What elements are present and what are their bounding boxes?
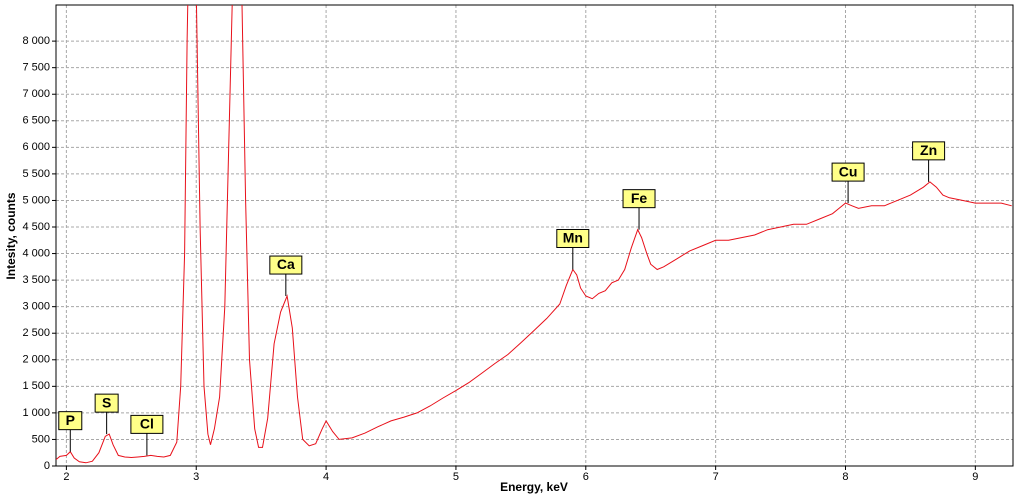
y-tick-label: 4 500 <box>22 221 50 233</box>
annotation-box <box>58 411 83 431</box>
y-tick-label: 3 000 <box>22 301 50 313</box>
x-tick-label: 8 <box>842 471 848 483</box>
annotation-label: P <box>66 412 75 428</box>
y-tick-label: 5 000 <box>22 194 50 206</box>
annotation-box <box>622 189 656 209</box>
y-tick-label: 1 000 <box>22 407 50 419</box>
plot-area <box>56 5 1012 464</box>
x-tick-label: 2 <box>63 471 69 483</box>
y-tick-label: 8 000 <box>22 35 50 47</box>
x-tick-label: 3 <box>193 471 199 483</box>
annotation-label: Fe <box>631 190 648 206</box>
y-tick-label: 6 500 <box>22 115 50 127</box>
y-tick-label: 5 500 <box>22 168 50 180</box>
annotation-label: S <box>102 394 111 410</box>
annotation-box <box>912 141 946 161</box>
x-tick-label: 4 <box>323 471 329 483</box>
annotation-box <box>94 393 119 413</box>
annotation-box <box>130 414 164 434</box>
y-tick-label: 7 000 <box>22 88 50 100</box>
y-tick-label: 2 500 <box>22 327 50 339</box>
plot-frame <box>55 4 1014 467</box>
y-tick-label: 2 000 <box>22 354 50 366</box>
annotation-box <box>831 162 865 182</box>
y-tick-label: 6 000 <box>22 141 50 153</box>
annotation-label: Ca <box>277 256 295 272</box>
x-tick-label: 5 <box>453 471 459 483</box>
annotation-label: Zn <box>920 142 937 158</box>
y-axis-title: Intesity, counts <box>4 192 18 279</box>
y-tick-label: 1 500 <box>22 380 50 392</box>
annotation-label: Mn <box>563 230 583 246</box>
annotation-box <box>269 255 303 275</box>
x-tick-label: 6 <box>583 471 589 483</box>
x-tick-label: 7 <box>713 471 719 483</box>
spectrum-line <box>56 5 1012 464</box>
annotation-label: Cu <box>839 163 858 179</box>
annotation-box <box>556 228 590 248</box>
y-tick-label: 7 500 <box>22 62 50 74</box>
annotation-label: Cl <box>140 416 154 432</box>
y-tick-label: 0 <box>44 460 50 472</box>
x-tick-label: 9 <box>972 471 978 483</box>
x-axis-title: Energy, keV <box>500 480 568 494</box>
y-tick-label: 4 000 <box>22 247 50 259</box>
y-tick-label: 3 500 <box>22 274 50 286</box>
y-tick-label: 500 <box>32 433 50 445</box>
